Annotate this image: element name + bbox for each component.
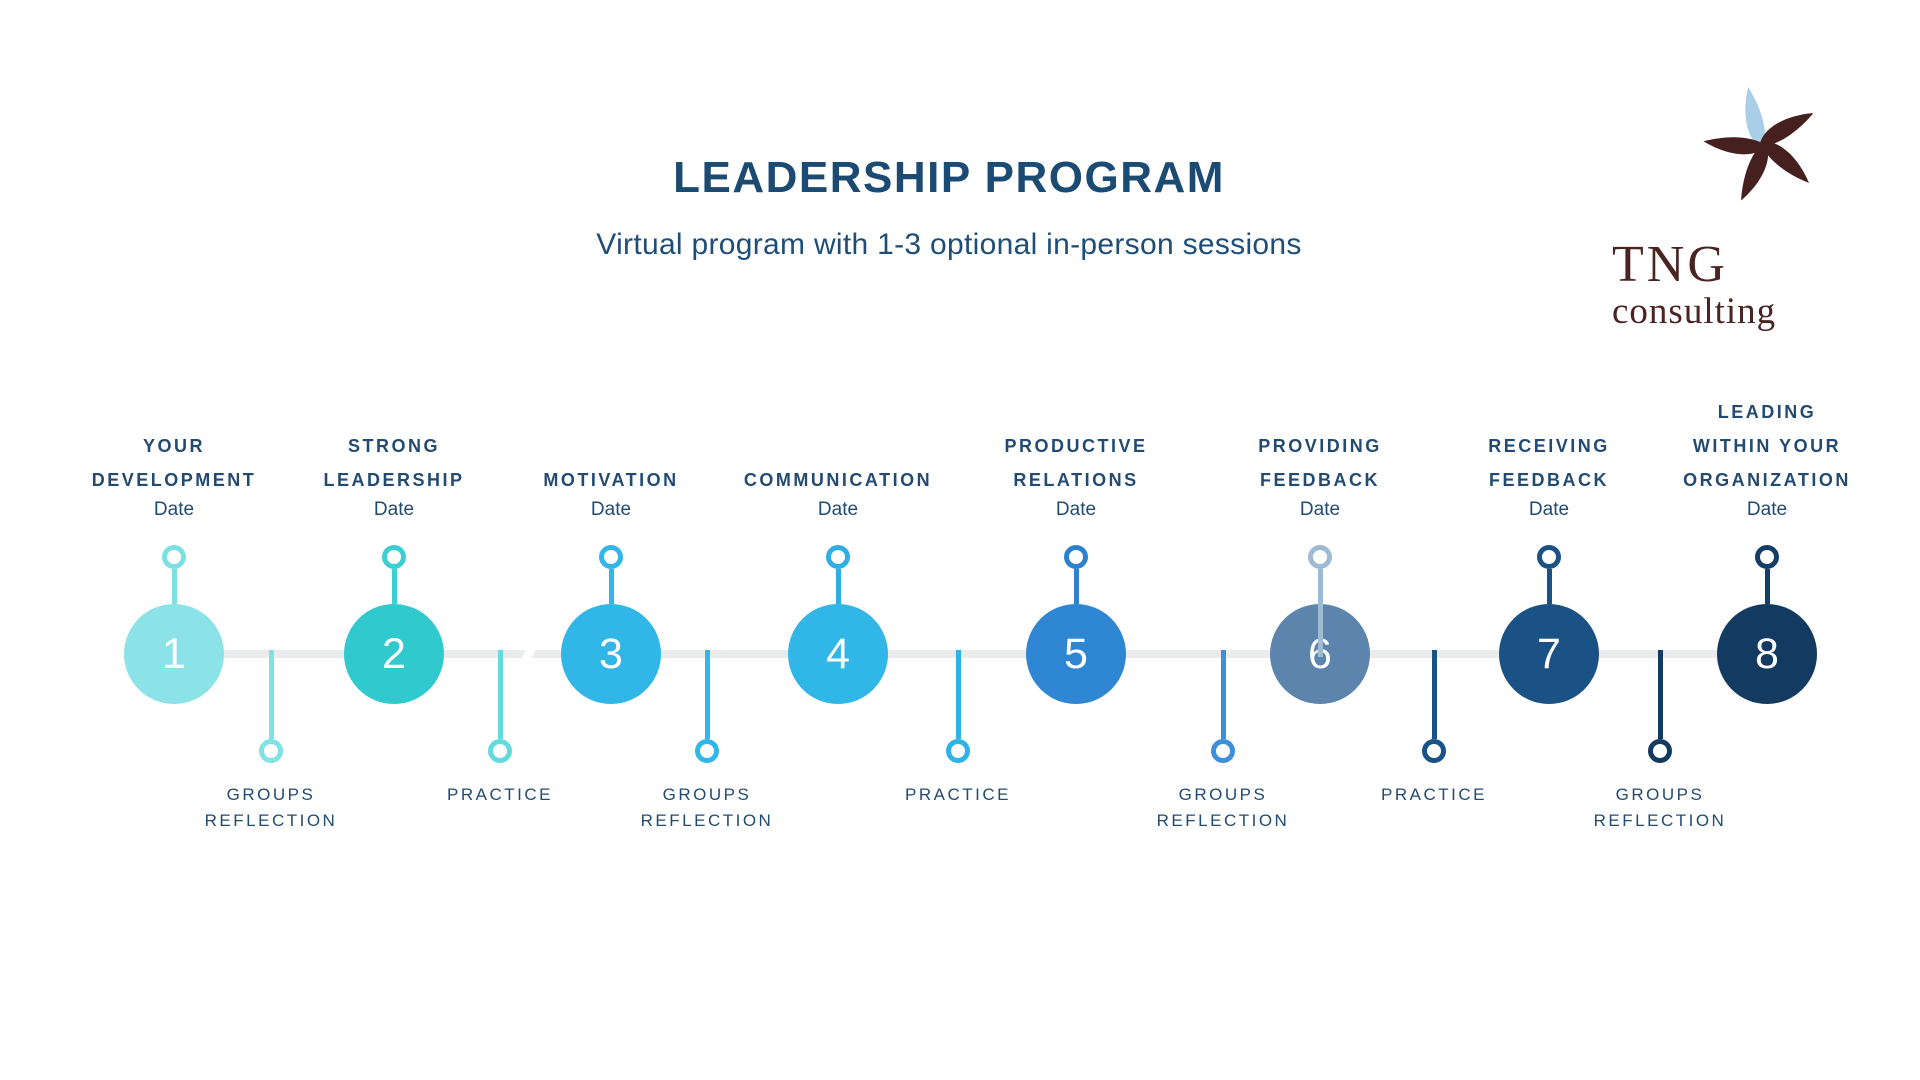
step-date: Date — [817, 499, 859, 520]
session-connector-2: PRACTICE — [410, 650, 590, 808]
milestone-pin — [162, 545, 186, 604]
session-label: PRACTICE — [447, 785, 553, 804]
step-date: Date — [373, 499, 415, 520]
milestone-pin — [1064, 545, 1088, 604]
step-date: Date — [1528, 499, 1570, 520]
session-label: PRACTICE — [905, 785, 1011, 804]
pin-ring-icon — [1755, 545, 1779, 569]
session-ring-icon — [259, 739, 283, 763]
milestone-pin — [1755, 545, 1779, 604]
timeline-line — [174, 650, 1767, 658]
session-ring-icon — [695, 739, 719, 763]
step-circle: 5 — [1026, 604, 1126, 704]
step-date: Date — [1746, 499, 1788, 520]
milestone-pin — [599, 545, 623, 604]
session-connector-4: PRACTICE — [868, 650, 1048, 808]
step-circle: 7 — [1499, 604, 1599, 704]
step-circle: 4 — [788, 604, 888, 704]
pin-stem — [1317, 569, 1323, 657]
step-title: PROVIDING FEEDBACK — [1258, 436, 1382, 490]
pin-stem — [1546, 569, 1552, 604]
timeline-step-6: PROVIDING FEEDBACK Date 6 — [1210, 395, 1430, 704]
step-title: LEADING WITHIN YOUR ORGANIZATION — [1683, 402, 1851, 490]
step-title: YOUR DEVELOPMENT — [91, 436, 257, 490]
milestone-pin — [382, 545, 406, 604]
pin-ring-icon — [1064, 545, 1088, 569]
session-ring-icon — [1422, 739, 1446, 763]
milestone-pin — [826, 545, 850, 604]
page-title: LEADERSHIP PROGRAM — [673, 153, 1225, 202]
session-connector-3: GROUPS REFLECTION — [617, 650, 797, 834]
session-ring-icon — [946, 739, 970, 763]
session-stem — [268, 650, 274, 739]
step-date: Date — [590, 499, 632, 520]
step-title: COMMUNICATION — [743, 470, 933, 490]
timeline-step-4: COMMUNICATION Date 4 — [728, 395, 948, 704]
pin-stem — [1764, 569, 1770, 604]
pin-stem — [391, 569, 397, 604]
step-title: RECEIVING FEEDBACK — [1488, 436, 1610, 490]
session-stem — [1220, 650, 1226, 739]
session-stem — [704, 650, 710, 739]
pin-ring-icon — [1537, 545, 1561, 569]
pin-stem — [835, 569, 841, 604]
session-stem — [1431, 650, 1437, 739]
milestone-pin — [1537, 545, 1561, 604]
step-circle: 8 — [1717, 604, 1817, 704]
step-title: STRONG LEADERSHIP — [323, 436, 465, 490]
timeline-step-1: YOUR DEVELOPMENT Date 1 — [64, 395, 284, 704]
milestone-pin — [1308, 545, 1332, 657]
session-stem — [1657, 650, 1663, 739]
logo-text: TNG — [1612, 236, 1728, 293]
timeline-step-5: PRODUCTIVE RELATIONS Date 5 — [966, 395, 1186, 704]
step-title: PRODUCTIVE RELATIONS — [1004, 436, 1148, 490]
timeline-step-7: RECEIVING FEEDBACK Date 7 — [1439, 395, 1659, 704]
session-connector-6: PRACTICE — [1344, 650, 1524, 808]
step-circle: 1 — [124, 604, 224, 704]
session-connector-5: GROUPS REFLECTION — [1133, 650, 1313, 834]
session-ring-icon — [1211, 739, 1235, 763]
pin-ring-icon — [382, 545, 406, 569]
session-label: GROUPS REFLECTION — [1593, 785, 1727, 830]
session-label: PRACTICE — [1381, 785, 1487, 804]
session-stem — [497, 650, 503, 739]
pin-stem — [171, 569, 177, 604]
session-stem — [955, 650, 961, 739]
session-ring-icon — [1648, 739, 1672, 763]
timeline-step-3: MOTIVATION Date 3 — [501, 395, 721, 704]
logo-tagline: consulting — [1612, 291, 1777, 332]
step-date: Date — [153, 499, 195, 520]
pin-ring-icon — [826, 545, 850, 569]
session-label: GROUPS REFLECTION — [1156, 785, 1290, 830]
page-subtitle: Virtual program with 1-3 optional in-per… — [596, 228, 1302, 261]
session-label: GROUPS REFLECTION — [204, 785, 338, 830]
step-circle: 2 — [344, 604, 444, 704]
pin-ring-icon — [1308, 545, 1332, 569]
step-circle: 3 — [561, 604, 661, 704]
session-connector-7: GROUPS REFLECTION — [1570, 650, 1750, 834]
step-date: Date — [1055, 499, 1097, 520]
step-title: MOTIVATION — [543, 470, 679, 490]
pin-ring-icon — [599, 545, 623, 569]
pin-ring-icon — [162, 545, 186, 569]
company-logo: TNG consulting — [1600, 70, 1900, 332]
pin-stem — [608, 569, 614, 604]
pin-stem — [1073, 569, 1079, 604]
timeline-step-2: STRONG LEADERSHIP Date 2 — [284, 395, 504, 704]
step-date: Date — [1299, 499, 1341, 520]
session-label: GROUPS REFLECTION — [640, 785, 774, 830]
session-ring-icon — [488, 739, 512, 763]
timeline-step-8: LEADING WITHIN YOUR ORGANIZATION Date 8 — [1657, 395, 1877, 704]
session-connector-1: GROUPS REFLECTION — [181, 650, 361, 834]
header: LEADERSHIP PROGRAM Virtual program with … — [0, 0, 1898, 264]
pinwheel-icon — [1703, 87, 1814, 201]
pinwheel-petals — [1703, 87, 1814, 201]
